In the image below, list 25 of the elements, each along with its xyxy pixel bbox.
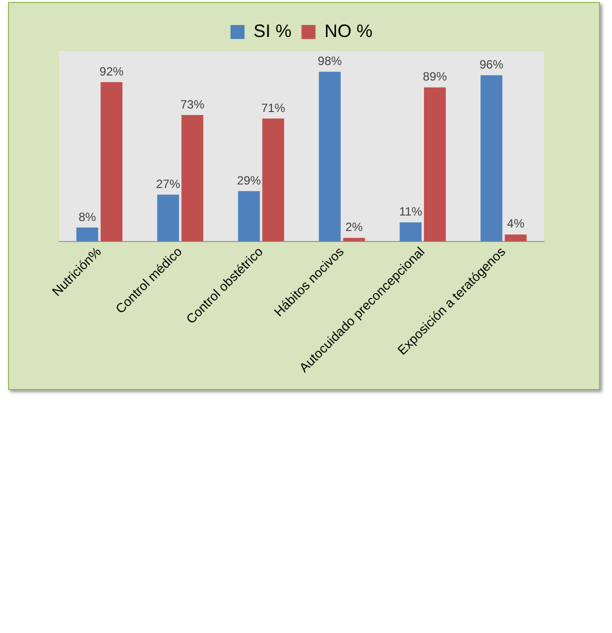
data-label: 98% [318, 54, 342, 68]
data-label: 29% [236, 173, 262, 188]
data-label: 71% [261, 100, 286, 115]
legend-label: NO % [324, 20, 373, 41]
legend-label: SI % [253, 20, 292, 41]
data-label: 11% [399, 204, 423, 219]
data-label: 4% [507, 216, 525, 231]
data-label: 8% [78, 210, 96, 224]
bar [318, 72, 341, 242]
data-label: 89% [422, 70, 448, 84]
data-label: 96% [479, 58, 504, 72]
bar [76, 228, 98, 242]
bar [400, 222, 422, 242]
bar [262, 118, 284, 242]
data-label: 2% [345, 220, 364, 234]
data-label: 92% [100, 64, 124, 78]
bar [504, 234, 527, 242]
data-label: 27% [156, 176, 180, 191]
bar [238, 191, 260, 242]
bar [100, 82, 122, 242]
bar [181, 115, 204, 242]
bar [157, 194, 180, 242]
data-label: 73% [180, 97, 205, 112]
bar [424, 87, 446, 242]
bar [480, 75, 502, 242]
